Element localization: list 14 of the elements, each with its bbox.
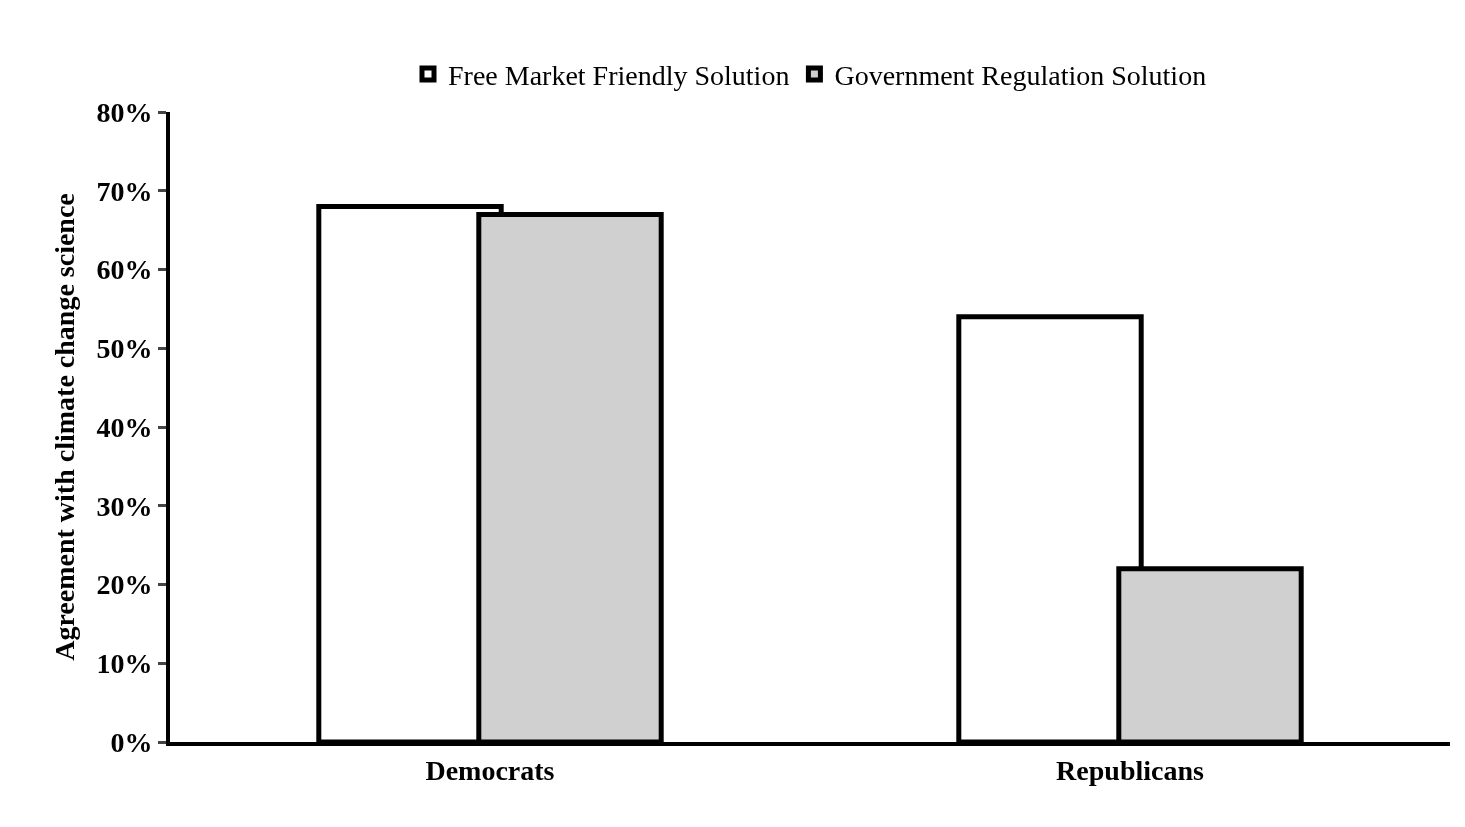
y-tick-label: 80% bbox=[96, 96, 153, 128]
x-tick-label: Republicans bbox=[1056, 754, 1205, 786]
y-tick-label: 10% bbox=[96, 648, 153, 680]
legend-label: Free Market Friendly Solution bbox=[448, 60, 790, 92]
y-tick-label: 50% bbox=[96, 333, 153, 365]
y-tick-label: 60% bbox=[96, 254, 153, 286]
y-tick-label: 0% bbox=[110, 726, 153, 758]
y-tick-label: 30% bbox=[96, 490, 153, 522]
y-tick-label: 40% bbox=[96, 411, 153, 443]
y-tick-label: 20% bbox=[96, 569, 153, 601]
legend-label: Government Regulation Solution bbox=[834, 60, 1207, 92]
y-axis-title: Agreement with climate change science bbox=[48, 193, 80, 661]
x-tick-label: Democrats bbox=[425, 754, 555, 786]
y-tick-label: 70% bbox=[96, 175, 153, 207]
